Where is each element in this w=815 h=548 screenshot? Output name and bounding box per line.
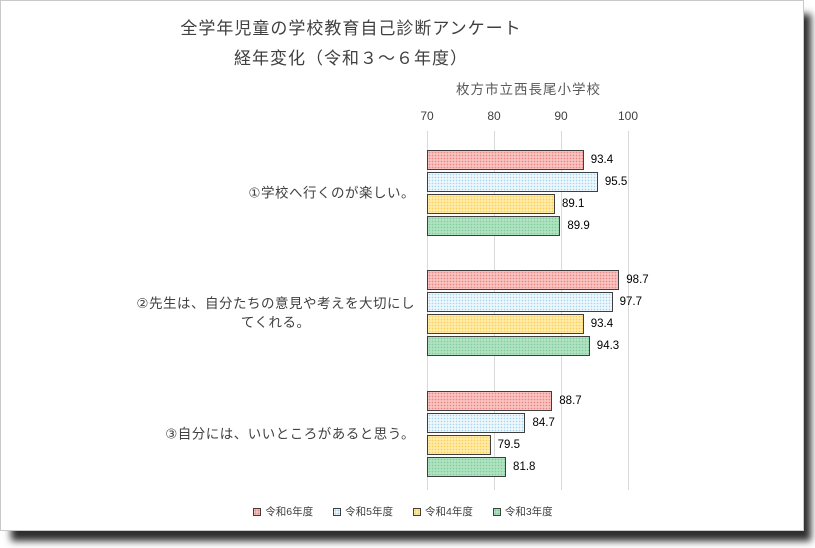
bar-令和6年度 <box>427 270 620 290</box>
value-label: 94.3 <box>596 340 620 352</box>
bar-令和5年度 <box>427 172 598 192</box>
value-label: 84.7 <box>532 417 555 429</box>
legend-swatch-icon <box>253 507 262 516</box>
x-axis-tick-label: 100 <box>617 109 639 123</box>
value-label: 98.7 <box>626 274 649 286</box>
value-label: 88.7 <box>559 395 582 407</box>
category-label-line: てくれる。 <box>240 315 311 330</box>
value-label: 89.9 <box>567 220 590 232</box>
gridline <box>628 131 629 490</box>
bar-令和3年度 <box>427 336 590 356</box>
category-label: ②先生は、自分たちの意見や考えを大切にし てくれる。 <box>136 294 415 332</box>
x-axis-tick-label: 90 <box>554 109 568 123</box>
bar-令和3年度 <box>427 216 561 236</box>
legend-item-令和4年度: 令和4年度 <box>413 504 473 519</box>
value-label: 93.4 <box>590 318 614 330</box>
legend-item-令和6年度: 令和6年度 <box>253 504 313 519</box>
legend-swatch-icon <box>492 507 501 516</box>
value-label: 81.8 <box>513 461 536 473</box>
value-label: 93.4 <box>590 154 614 166</box>
legend-label: 令和6年度 <box>265 506 314 518</box>
x-axis-tick-label: 70 <box>420 109 434 123</box>
legend-item-令和3年度: 令和3年度 <box>492 504 553 519</box>
legend-swatch-icon <box>413 507 421 516</box>
legend-label: 令和4年度 <box>425 506 473 518</box>
bar-令和4年度 <box>427 435 491 455</box>
category-label: ③自分には、いいところがあると思う。 <box>165 425 415 444</box>
legend-swatch-icon <box>333 507 342 516</box>
bar-令和5年度 <box>427 292 613 312</box>
bar-令和4年度 <box>427 314 584 334</box>
x-axis-tick-label: 80 <box>487 109 501 123</box>
category-label: ①学校へ行くのが楽しい。 <box>248 184 415 203</box>
chart-title-line2: 経年変化（令和３～６年度） <box>234 49 468 68</box>
chart-title-line1: 全学年児童の学校教育自己診断アンケート <box>180 19 522 38</box>
value-label: 97.7 <box>619 296 642 308</box>
bar-令和6年度 <box>427 150 584 170</box>
legend-label: 令和5年度 <box>345 506 393 518</box>
value-label: 79.5 <box>497 439 521 451</box>
chart-legend: 令和6年度 令和5年度 令和4年度 令和3年度 <box>1 504 805 519</box>
value-label: 95.5 <box>604 176 628 188</box>
chart-page: 全学年児童の学校教育自己診断アンケート 経年変化（令和３～６年度） 枚方市立西長… <box>0 0 804 531</box>
bar-令和3年度 <box>427 457 507 477</box>
legend-label: 令和3年度 <box>504 506 553 518</box>
value-label: 89.1 <box>561 198 585 210</box>
category-label-line: ①学校へ行くのが楽しい。 <box>248 185 415 201</box>
bar-令和5年度 <box>427 413 526 433</box>
category-label-line: ③自分には、いいところがあると思う。 <box>165 426 415 442</box>
legend-item-令和5年度: 令和5年度 <box>333 504 393 519</box>
bar-令和4年度 <box>427 194 555 214</box>
category-label-line: ②先生は、自分たちの意見や考えを大切にし <box>136 296 415 311</box>
bar-令和6年度 <box>427 391 553 411</box>
chart-subtitle: 枚方市立西長尾小学校 <box>456 82 601 97</box>
